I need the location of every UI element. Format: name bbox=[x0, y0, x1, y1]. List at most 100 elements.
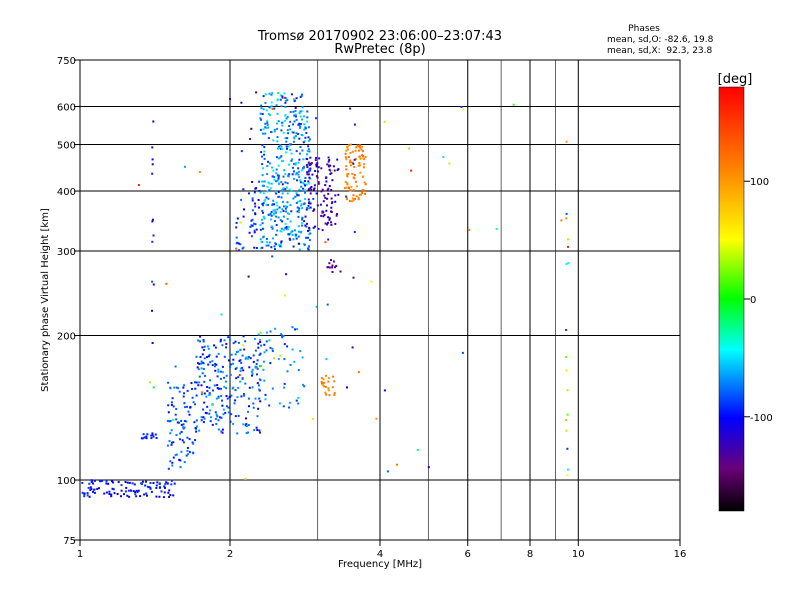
data-point bbox=[208, 386, 211, 389]
data-point bbox=[172, 441, 175, 444]
data-point bbox=[261, 184, 264, 187]
data-point bbox=[325, 393, 328, 396]
data-point bbox=[163, 491, 166, 494]
data-point bbox=[270, 105, 273, 108]
data-point bbox=[300, 203, 303, 206]
data-point bbox=[175, 386, 178, 389]
data-point bbox=[261, 218, 263, 221]
data-point bbox=[274, 242, 277, 245]
data-point bbox=[168, 496, 171, 498]
data-point bbox=[286, 129, 289, 132]
data-point bbox=[93, 479, 96, 482]
data-point bbox=[298, 248, 301, 251]
data-point bbox=[324, 391, 327, 394]
data-point bbox=[286, 99, 289, 102]
data-point bbox=[277, 174, 280, 177]
data-point bbox=[288, 173, 291, 176]
data-point bbox=[308, 138, 311, 141]
data-point bbox=[300, 94, 303, 97]
data-point bbox=[306, 166, 309, 168]
stats-line-x: mean, sd,X: 92.3, 23.8 bbox=[607, 46, 713, 56]
x-tick-label: 6 bbox=[465, 549, 471, 560]
data-point bbox=[330, 206, 333, 209]
data-point bbox=[279, 244, 282, 247]
data-point bbox=[321, 229, 324, 232]
stats-title: Phases bbox=[628, 24, 660, 34]
data-point bbox=[285, 227, 288, 230]
data-point bbox=[192, 452, 195, 455]
data-point bbox=[284, 119, 286, 122]
data-point bbox=[301, 106, 304, 109]
data-point bbox=[333, 380, 336, 383]
data-point bbox=[247, 424, 250, 426]
data-point bbox=[268, 404, 271, 407]
data-point bbox=[278, 147, 281, 150]
y-tick-label: 75 bbox=[63, 536, 76, 547]
data-point bbox=[270, 246, 273, 249]
data-point bbox=[288, 125, 291, 127]
data-point bbox=[567, 238, 569, 241]
data-point bbox=[281, 189, 284, 192]
data-point bbox=[312, 209, 315, 212]
data-point bbox=[281, 220, 284, 223]
data-point bbox=[291, 326, 294, 329]
data-point bbox=[240, 198, 243, 201]
data-point bbox=[410, 169, 413, 172]
data-point bbox=[265, 349, 268, 352]
data-point bbox=[187, 410, 190, 413]
data-point bbox=[266, 190, 269, 193]
data-point bbox=[346, 146, 349, 149]
data-point bbox=[265, 244, 268, 247]
data-point bbox=[327, 221, 329, 224]
data-point bbox=[208, 353, 211, 356]
data-point bbox=[255, 247, 258, 249]
data-point bbox=[346, 173, 349, 176]
data-point bbox=[277, 358, 280, 361]
data-point bbox=[234, 340, 237, 343]
data-point bbox=[321, 382, 323, 385]
data-point bbox=[348, 187, 350, 190]
data-point bbox=[312, 226, 315, 229]
data-point bbox=[315, 165, 318, 168]
data-point bbox=[221, 404, 224, 407]
data-point bbox=[308, 168, 311, 171]
data-point bbox=[280, 145, 283, 148]
data-point bbox=[263, 379, 266, 382]
data-point bbox=[194, 439, 197, 442]
data-point bbox=[146, 494, 148, 497]
data-point bbox=[244, 477, 247, 480]
x-tick-label: 4 bbox=[377, 549, 383, 560]
data-point bbox=[331, 179, 334, 182]
data-point bbox=[345, 186, 348, 189]
data-point bbox=[145, 480, 147, 483]
data-point bbox=[225, 387, 228, 390]
data-point bbox=[330, 202, 333, 205]
data-point bbox=[279, 144, 282, 147]
data-point bbox=[291, 158, 293, 161]
data-point bbox=[81, 491, 84, 494]
data-point bbox=[329, 173, 332, 175]
data-point bbox=[327, 377, 330, 380]
data-point bbox=[303, 128, 306, 131]
data-point bbox=[352, 162, 355, 165]
data-point bbox=[202, 338, 205, 341]
data-point bbox=[272, 139, 275, 142]
data-point bbox=[277, 92, 280, 94]
data-point bbox=[204, 411, 207, 414]
data-point bbox=[298, 158, 301, 161]
data-point bbox=[295, 97, 298, 100]
data-point bbox=[266, 203, 269, 206]
data-point bbox=[280, 241, 283, 244]
data-point bbox=[307, 136, 310, 139]
data-point bbox=[89, 488, 92, 491]
data-point bbox=[332, 165, 335, 168]
data-point bbox=[566, 389, 569, 392]
data-point bbox=[155, 495, 158, 498]
data-point bbox=[315, 163, 318, 166]
data-point bbox=[257, 346, 260, 349]
data-point bbox=[198, 429, 201, 432]
data-point bbox=[320, 377, 323, 380]
data-point bbox=[206, 405, 209, 408]
data-point bbox=[363, 163, 365, 166]
data-point bbox=[565, 217, 568, 220]
